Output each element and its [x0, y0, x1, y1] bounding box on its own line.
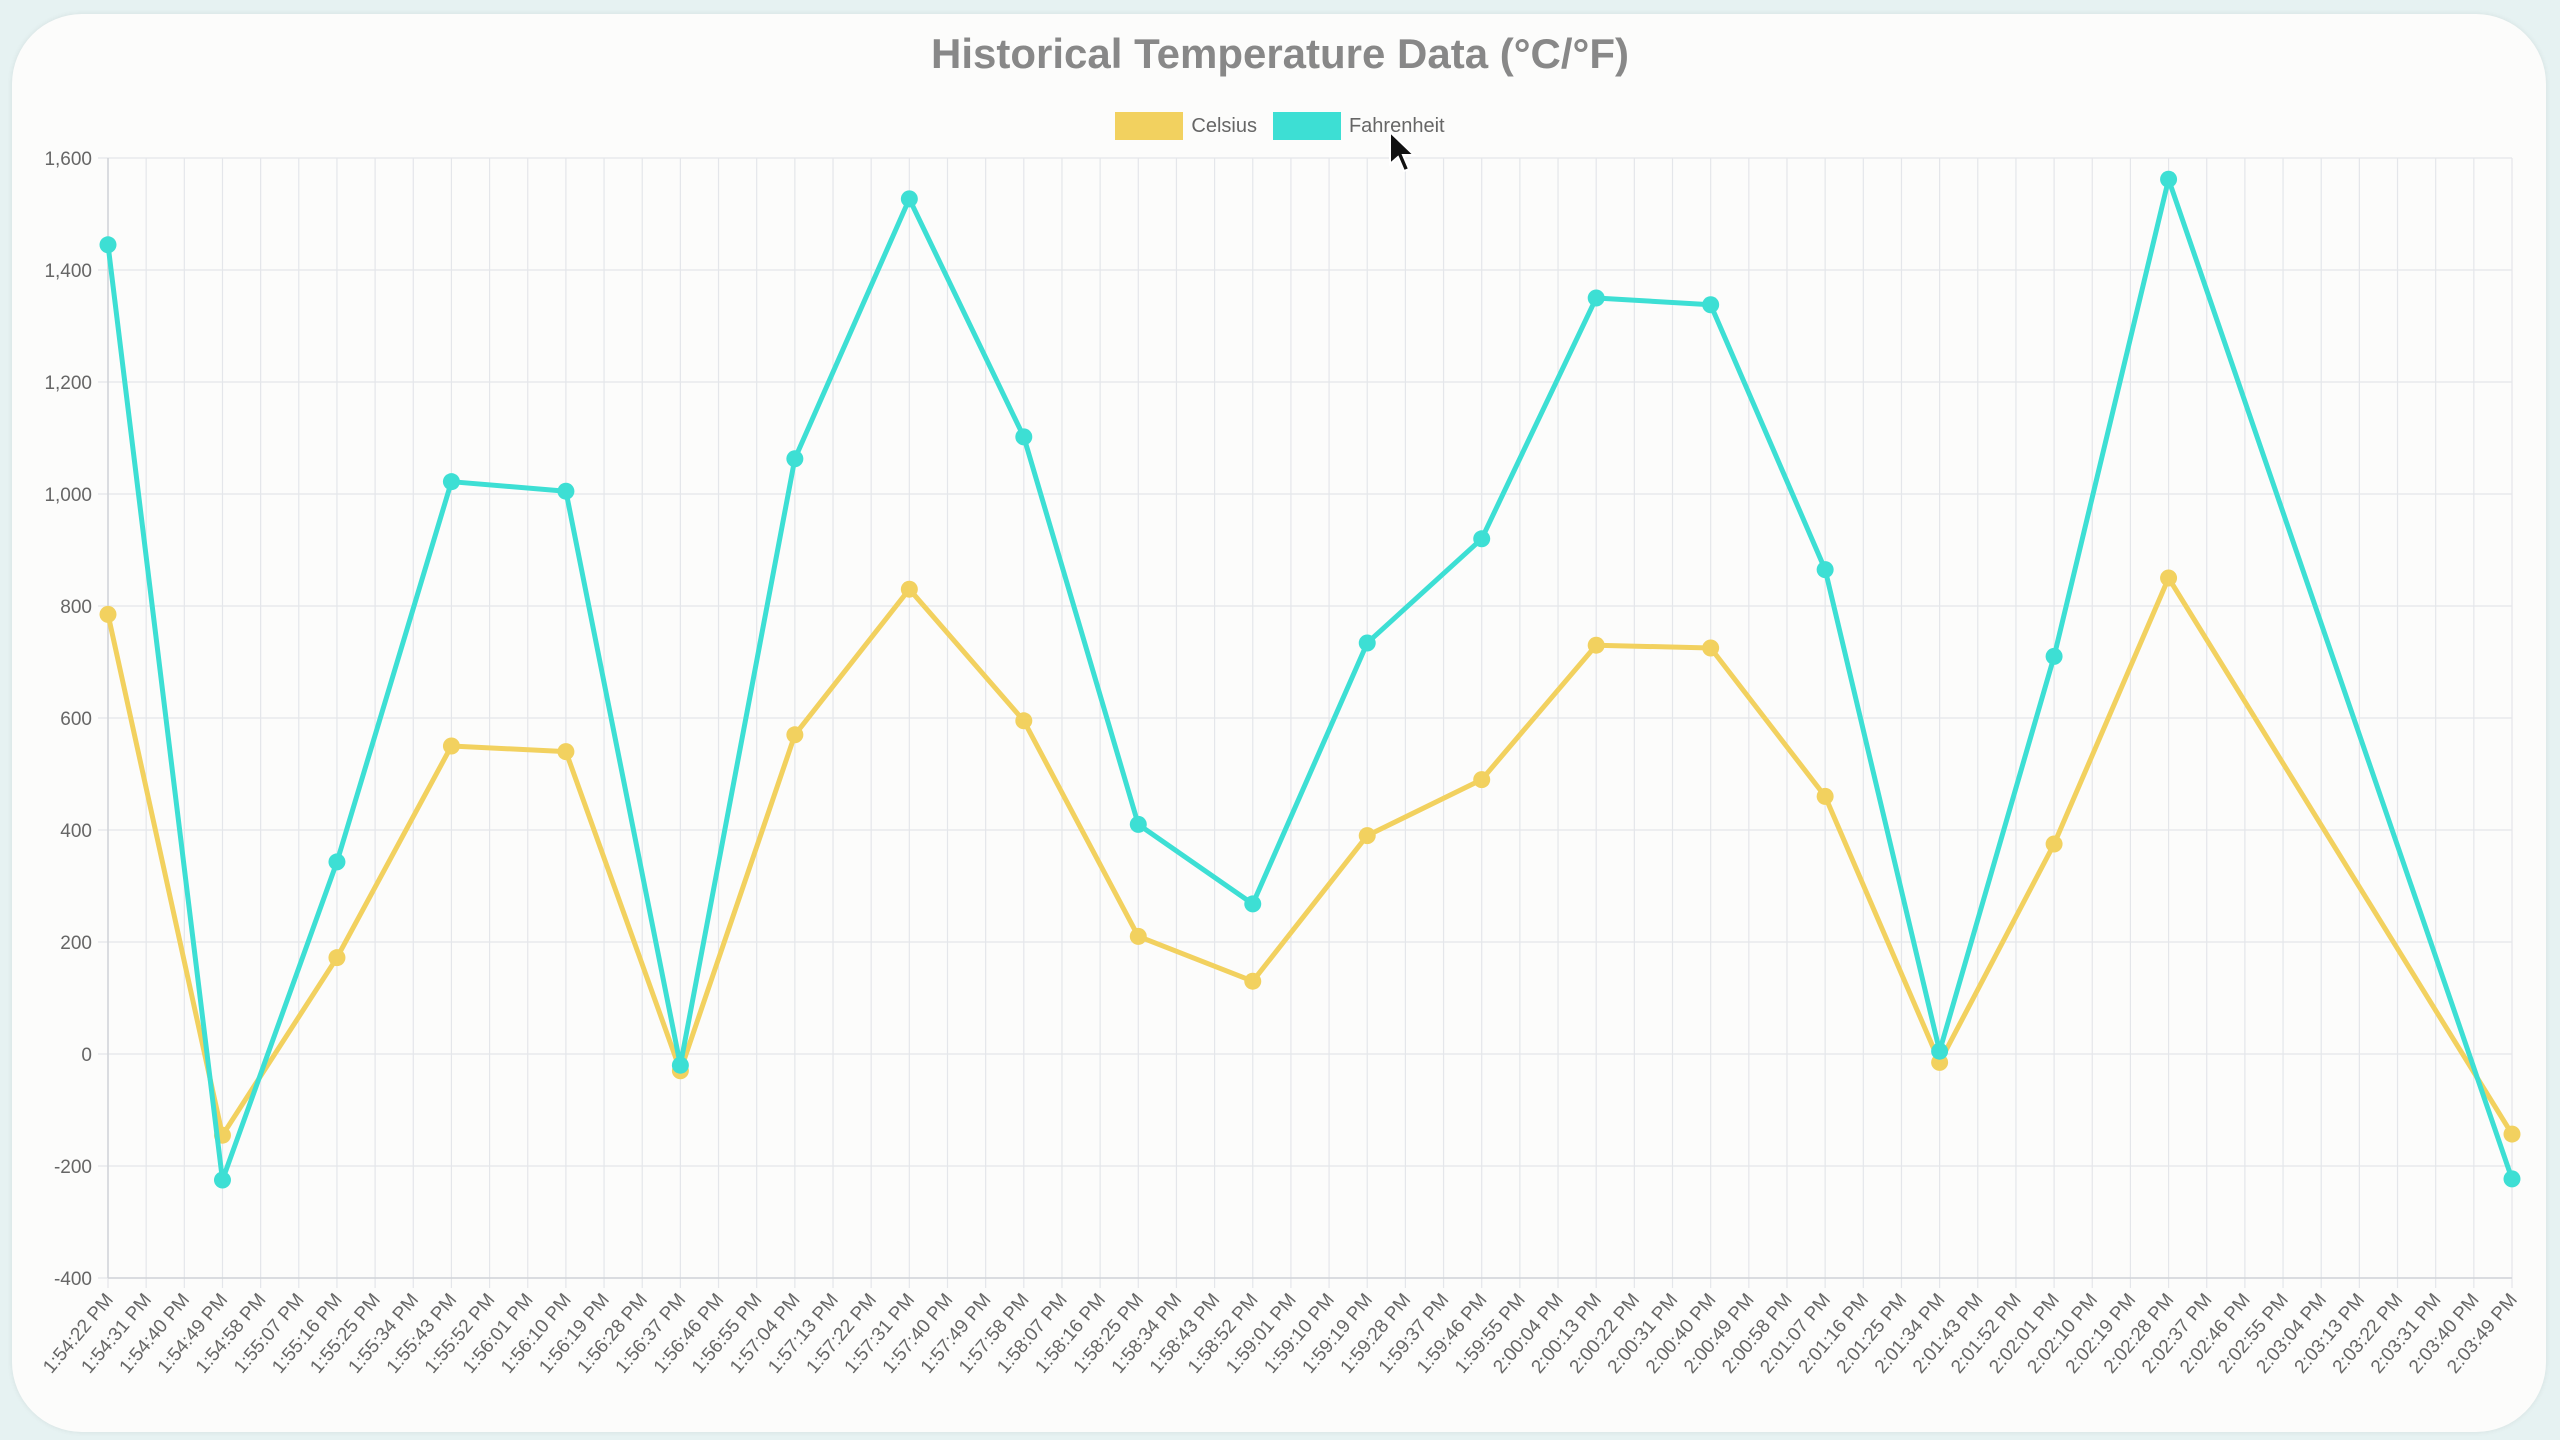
- y-tick-label: 600: [60, 709, 92, 730]
- chart-card: [12, 14, 2546, 1432]
- y-tick-label: 400: [60, 821, 92, 842]
- chart-series: [99, 170, 2521, 1189]
- legend-label-fahrenheit: Fahrenheit: [1348, 114, 1445, 137]
- x-axis: 1:54:22 PM1:54:31 PM1:54:40 PM1:54:49 PM…: [39, 1277, 2522, 1378]
- y-tick-label: 800: [60, 597, 92, 618]
- data-point-fahrenheit[interactable]: [900, 190, 918, 208]
- data-point-celsius[interactable]: [1702, 639, 1720, 657]
- legend-item-celsius[interactable]: Celsius: [1115, 112, 1257, 140]
- data-point-fahrenheit[interactable]: [671, 1056, 689, 1074]
- data-point-celsius[interactable]: [1816, 787, 1834, 805]
- data-point-fahrenheit[interactable]: [1358, 634, 1376, 652]
- data-point-fahrenheit[interactable]: [1816, 561, 1834, 579]
- data-point-fahrenheit[interactable]: [1931, 1042, 1949, 1060]
- data-point-fahrenheit[interactable]: [1015, 428, 1033, 446]
- data-point-fahrenheit[interactable]: [1473, 530, 1491, 548]
- y-tick-label: -200: [54, 1157, 92, 1178]
- data-point-fahrenheit[interactable]: [2503, 1170, 2521, 1188]
- y-tick-label: 1,200: [44, 373, 92, 394]
- data-point-celsius[interactable]: [328, 949, 346, 967]
- data-point-celsius[interactable]: [1473, 771, 1491, 789]
- data-point-celsius[interactable]: [1587, 636, 1605, 654]
- y-tick-label: 0: [81, 1045, 92, 1066]
- data-point-fahrenheit[interactable]: [328, 853, 346, 871]
- y-axis: -400 -200 0 200 400 600 800 1,000 1,200 1,400 1,60…: [44, 149, 109, 1290]
- data-point-fahrenheit[interactable]: [1702, 296, 1720, 314]
- data-point-fahrenheit[interactable]: [786, 450, 804, 468]
- data-point-celsius[interactable]: [2503, 1125, 2521, 1143]
- chart-grid: [98, 157, 2513, 1288]
- data-point-celsius[interactable]: [99, 605, 117, 623]
- data-point-fahrenheit[interactable]: [1129, 815, 1147, 833]
- data-point-celsius[interactable]: [442, 737, 460, 755]
- legend-swatch-fahrenheit: [1272, 112, 1341, 140]
- y-tick-label: 1,600: [44, 149, 92, 170]
- mouse-pointer-icon: [1389, 130, 1417, 173]
- data-point-celsius[interactable]: [2045, 835, 2063, 853]
- data-point-celsius[interactable]: [1015, 712, 1033, 730]
- data-point-celsius[interactable]: [900, 580, 918, 598]
- y-tick-label: 200: [60, 933, 92, 954]
- data-point-celsius[interactable]: [2160, 569, 2178, 587]
- data-point-fahrenheit[interactable]: [99, 236, 117, 254]
- data-point-fahrenheit[interactable]: [557, 482, 575, 500]
- data-point-celsius[interactable]: [786, 726, 804, 744]
- data-point-fahrenheit[interactable]: [1587, 289, 1605, 307]
- chart-legend: Celsius Fahrenheit: [0, 112, 2560, 140]
- data-point-fahrenheit[interactable]: [1244, 895, 1262, 913]
- legend-swatch-celsius: [1115, 112, 1184, 140]
- data-point-fahrenheit[interactable]: [213, 1171, 231, 1189]
- y-tick-label: 1,400: [44, 261, 92, 282]
- series-line-celsius: [105, 575, 2515, 1138]
- legend-label-celsius: Celsius: [1191, 114, 1257, 137]
- data-point-fahrenheit[interactable]: [2045, 647, 2063, 665]
- data-point-celsius[interactable]: [1129, 927, 1147, 945]
- series-line-fahrenheit: [105, 176, 2515, 1183]
- legend-item-fahrenheit[interactable]: Fahrenheit: [1272, 112, 1445, 140]
- data-point-fahrenheit[interactable]: [2160, 170, 2178, 188]
- data-point-celsius[interactable]: [557, 743, 575, 761]
- data-point-celsius[interactable]: [1244, 972, 1262, 990]
- y-tick-label: 1,000: [44, 485, 92, 506]
- data-point-fahrenheit[interactable]: [442, 473, 460, 491]
- chart-title: Historical Temperature Data (°C/°F): [931, 30, 1629, 77]
- y-tick-label: -400: [54, 1269, 92, 1290]
- data-point-celsius[interactable]: [1358, 827, 1376, 845]
